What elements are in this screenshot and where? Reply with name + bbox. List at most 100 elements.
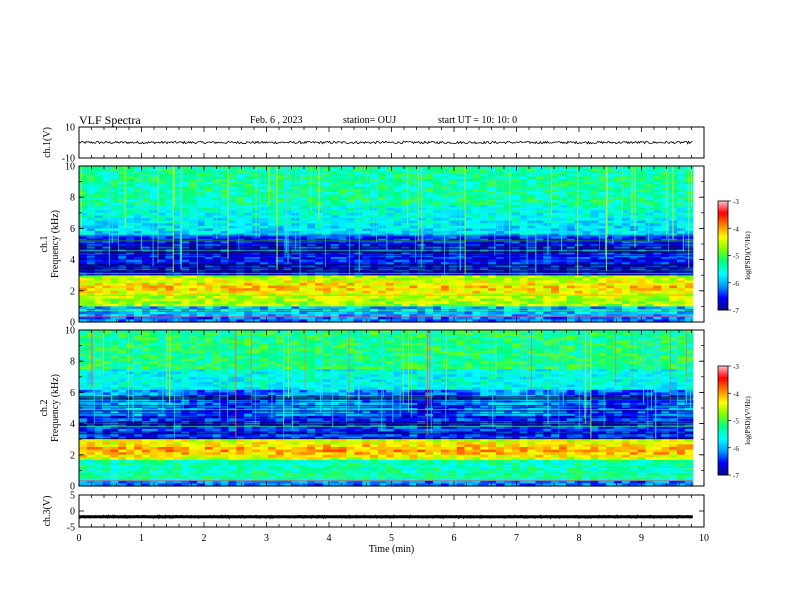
spectro-cell bbox=[189, 202, 198, 206]
spectro-cell bbox=[551, 168, 560, 172]
spectro-cell bbox=[94, 434, 104, 438]
spectro-cell bbox=[511, 272, 521, 276]
spectro-cell bbox=[157, 314, 167, 318]
spectro-cell bbox=[79, 236, 88, 240]
spectro-cell bbox=[118, 228, 127, 232]
spectro-cell bbox=[94, 431, 104, 435]
spectro-cell bbox=[409, 228, 418, 232]
spectro-cell bbox=[393, 285, 403, 289]
spectro-cell bbox=[511, 184, 521, 188]
spectro-cell bbox=[94, 460, 104, 464]
spectro-cell bbox=[354, 189, 363, 193]
spectro-cell bbox=[370, 280, 379, 284]
spectro-cell bbox=[244, 205, 253, 209]
spectro-cell bbox=[354, 262, 363, 266]
spectro-cell bbox=[677, 298, 686, 302]
spectro-cell bbox=[448, 192, 458, 196]
spectro-cell bbox=[558, 202, 568, 206]
spectro-cell bbox=[425, 205, 434, 209]
spectro-cell bbox=[79, 418, 88, 422]
spectro-cell bbox=[338, 223, 348, 227]
spectro-cell bbox=[582, 218, 592, 222]
spectro-cell bbox=[574, 197, 584, 201]
spectro-cell bbox=[543, 285, 552, 289]
chart-title: VLF Spectra bbox=[79, 113, 141, 127]
spectro-cell bbox=[590, 251, 599, 255]
spectro-cell bbox=[645, 244, 655, 248]
spectro-cell bbox=[417, 207, 426, 211]
spectro-cell bbox=[527, 254, 536, 258]
spectro-cell bbox=[558, 179, 568, 183]
spectro-cell bbox=[86, 194, 96, 198]
spectro-cell bbox=[448, 296, 458, 300]
spectro-cell bbox=[653, 173, 662, 177]
spectro-cell bbox=[558, 218, 568, 222]
spectro-cell bbox=[330, 220, 340, 224]
spectro-cell bbox=[94, 345, 104, 349]
spectro-cell bbox=[551, 267, 560, 271]
spectro-cell bbox=[409, 259, 418, 263]
spectro-cell bbox=[370, 254, 379, 258]
spectro-cell bbox=[267, 202, 277, 206]
spectro-cell bbox=[653, 267, 662, 271]
spectro-cell bbox=[653, 181, 662, 185]
spectro-cell bbox=[338, 314, 348, 318]
spectro-cell bbox=[189, 262, 198, 266]
spectro-cell bbox=[307, 202, 316, 206]
spectro-cell bbox=[236, 311, 245, 315]
spectro-cell bbox=[566, 218, 576, 222]
spectro-cell bbox=[299, 288, 308, 292]
spectro-cell bbox=[401, 215, 411, 219]
spectro-cell bbox=[409, 249, 418, 253]
spectro-cell bbox=[197, 223, 206, 227]
spectro-cell bbox=[551, 166, 560, 170]
spectro-cell bbox=[259, 311, 269, 315]
spectro-cell bbox=[472, 171, 481, 175]
spectro-cell bbox=[338, 241, 348, 245]
spectro-cell bbox=[94, 340, 104, 344]
spectro-cell bbox=[496, 246, 505, 250]
spectro-cell bbox=[102, 254, 112, 258]
spectro-cell bbox=[480, 293, 489, 297]
spectro-cell bbox=[503, 311, 513, 315]
spectro-cell bbox=[299, 236, 308, 240]
spectro-cell bbox=[590, 262, 599, 266]
spectro-cell bbox=[621, 275, 631, 279]
spectro-cell bbox=[134, 194, 143, 198]
spectro-cell bbox=[244, 319, 253, 323]
spectro-cell bbox=[393, 207, 403, 211]
spectro-cell bbox=[519, 186, 529, 190]
spectro-cell bbox=[425, 306, 434, 310]
spectro-cell bbox=[267, 306, 277, 310]
spectro-cell bbox=[157, 306, 167, 310]
spectro-cell bbox=[677, 220, 686, 224]
spectro-cell bbox=[566, 168, 576, 172]
spectro-cell bbox=[244, 316, 253, 320]
spectro-cell bbox=[433, 275, 442, 279]
spectro-cell bbox=[330, 275, 340, 279]
spectro-cell bbox=[86, 436, 96, 440]
spectro-cell bbox=[141, 192, 151, 196]
spectro-cell bbox=[503, 296, 513, 300]
spectro-cell bbox=[543, 298, 552, 302]
spectro-cell bbox=[606, 199, 615, 203]
spectro-cell bbox=[149, 181, 159, 185]
spectro-cell bbox=[417, 285, 426, 289]
spectro-cell bbox=[527, 246, 536, 250]
spectro-cell bbox=[433, 316, 442, 320]
spectro-cell bbox=[110, 173, 119, 177]
spectro-cell bbox=[189, 296, 198, 300]
spectro-cell bbox=[480, 254, 489, 258]
spectro-cell bbox=[378, 293, 387, 297]
spectro-cell bbox=[598, 173, 607, 177]
spectro-cell bbox=[181, 264, 190, 268]
spectro-cell bbox=[598, 259, 607, 263]
spectro-cell bbox=[126, 293, 135, 297]
spectro-cell bbox=[94, 290, 104, 294]
spectro-cell bbox=[79, 454, 88, 458]
spectro-cell bbox=[165, 280, 175, 284]
spectro-cell bbox=[433, 319, 442, 323]
spectro-cell bbox=[220, 257, 230, 261]
spectro-cell bbox=[393, 228, 403, 232]
spectro-cell bbox=[102, 176, 112, 180]
